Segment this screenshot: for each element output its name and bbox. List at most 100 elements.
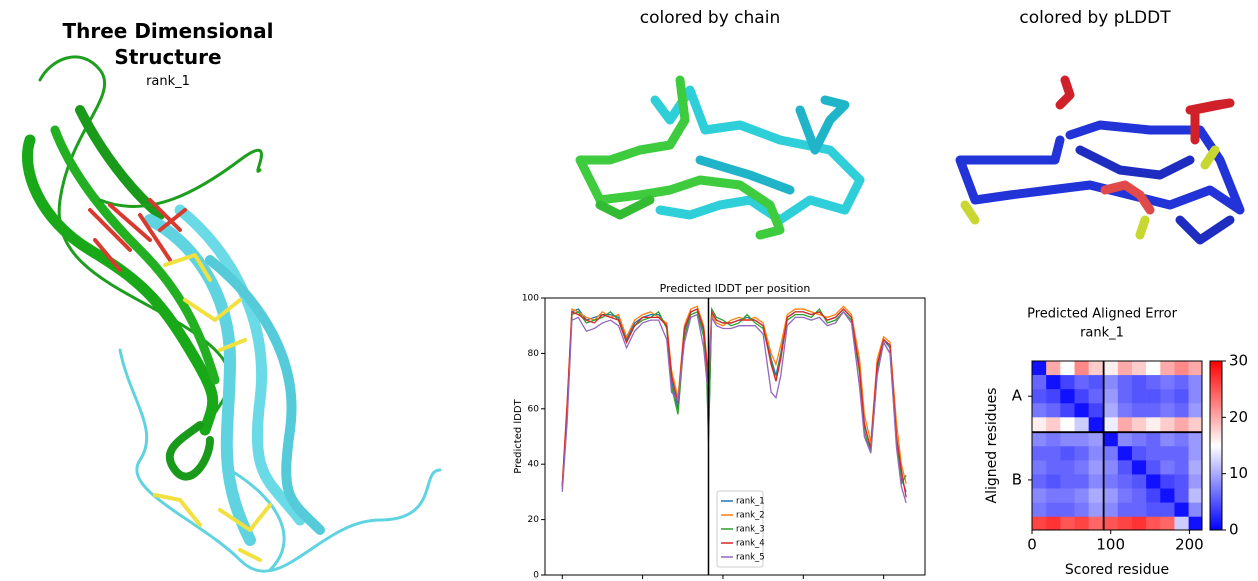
panel-title: colored by chain [640,8,780,28]
heatmap-cell [1131,502,1147,517]
heatmap-cell [1160,361,1175,376]
heatmap-cell [1074,474,1089,489]
heatmap-cell [1131,460,1147,475]
heatmap-cell [1074,361,1089,376]
heatmap-cell [1060,516,1075,531]
series-line [561,308,907,498]
heatmap-cell [1174,516,1189,531]
heatmap-cell [1060,432,1075,447]
heatmap-cell [1046,375,1061,390]
heatmap-cell [1032,375,1047,390]
y-tick-label: 0 [533,571,539,581]
series-line [561,310,907,504]
heatmap-cell [1088,446,1104,461]
heatmap-cell [1088,403,1104,418]
chart-subtitle: rank_1 [1080,326,1124,341]
heatmap-cell [1060,361,1075,376]
heatmap-cell [1060,474,1075,489]
y-tick-label: 40 [528,460,540,470]
heatmap-cell [1060,375,1075,390]
heatmap-cell [1146,460,1161,475]
heatmap-cell [1103,389,1119,404]
heatmap-cell [1174,474,1189,489]
heatmap-cell [1117,516,1133,531]
plddt-structure [955,75,1245,245]
heatmap-cell [1088,361,1104,376]
heatmap-cell [1032,417,1047,433]
heatmap-cell [1160,446,1175,461]
y-axis-label: Aligned residues [984,388,1000,504]
heatmap-cell [1117,361,1133,376]
heatmap-cell [1160,375,1175,390]
y-tick-label: 20 [528,515,540,525]
heatmap-cell [1174,375,1189,390]
heatmap-cell [1146,361,1161,376]
heatmap-cell [1117,375,1133,390]
legend-box [716,490,764,568]
heatmap-cell [1146,432,1161,447]
heatmap-cell [1117,417,1133,433]
heatmap-cell [1174,361,1189,376]
plot-frame [544,297,926,576]
heatmap-cell [1188,375,1203,390]
legend-label: rank_4 [736,539,765,549]
heatmap-cell [1146,474,1161,489]
heatmap-cell [1131,516,1147,531]
heatmap-cell [1074,516,1089,531]
heatmap-cell [1160,516,1175,531]
heatmap-cell [1060,488,1075,503]
heatmap-cell [1117,488,1133,503]
heatmap-cell [1046,403,1061,418]
heatmap-cell [1032,502,1047,517]
chart-title: Predicted Aligned Error [1027,307,1177,322]
heatmap-cell [1131,488,1147,503]
heatmap-cell [1188,474,1203,489]
legend-label: rank_2 [736,511,765,521]
heatmap-cell [1188,446,1203,461]
y-tick-label: 60 [528,404,540,414]
heatmap-cell [1146,516,1161,531]
heatmap-cell [1117,432,1133,447]
heatmap-cell [1032,474,1047,489]
heatmap-cell [1060,417,1075,433]
legend-label: rank_1 [736,497,765,507]
heatmap-cell [1160,417,1175,433]
heatmap-cell [1103,446,1119,461]
y-axis-label: Predicted lDDT [513,398,524,473]
heatmap-cell [1131,417,1147,433]
heatmap-cell [1046,417,1061,433]
heatmap-cell [1117,389,1133,404]
heatmap-cell [1188,502,1203,517]
heatmap-cell [1032,389,1047,404]
x-axis-label: Scored residue [1065,562,1169,578]
heatmap-cell [1117,403,1133,418]
heatmap-cell [1103,361,1119,376]
heatmap-cell [1074,446,1089,461]
heatmap-cell [1146,446,1161,461]
heatmap-cell [1131,432,1147,447]
heatmap-cell [1188,432,1203,447]
heatmap-cell [1146,375,1161,390]
heatmap-cell [1146,389,1161,404]
heatmap-cell [1060,502,1075,517]
heatmap-cell [1032,516,1047,531]
heatmap-cell [1160,502,1175,517]
heatmap-cell [1160,474,1175,489]
heatmap-cell [1060,389,1075,404]
colorbar-tick-label: 0 [1229,521,1239,539]
heatmap-cell [1103,417,1119,433]
heatmap-cell [1103,375,1119,390]
heatmap-cell [1188,460,1203,475]
colorbar-tick-label: 10 [1229,464,1248,482]
heatmap-cell [1131,389,1147,404]
heatmap-cell [1074,389,1089,404]
panel-title: colored by pLDDT [1019,8,1171,28]
heatmap-cell [1103,432,1119,447]
heatmap-cell [1088,516,1104,531]
heatmap-cell [1146,488,1161,503]
heatmap-cell [1188,516,1203,531]
heatmap-cell [1032,446,1047,461]
heatmap-cell [1046,432,1061,447]
heatmap-cell [1174,417,1189,433]
